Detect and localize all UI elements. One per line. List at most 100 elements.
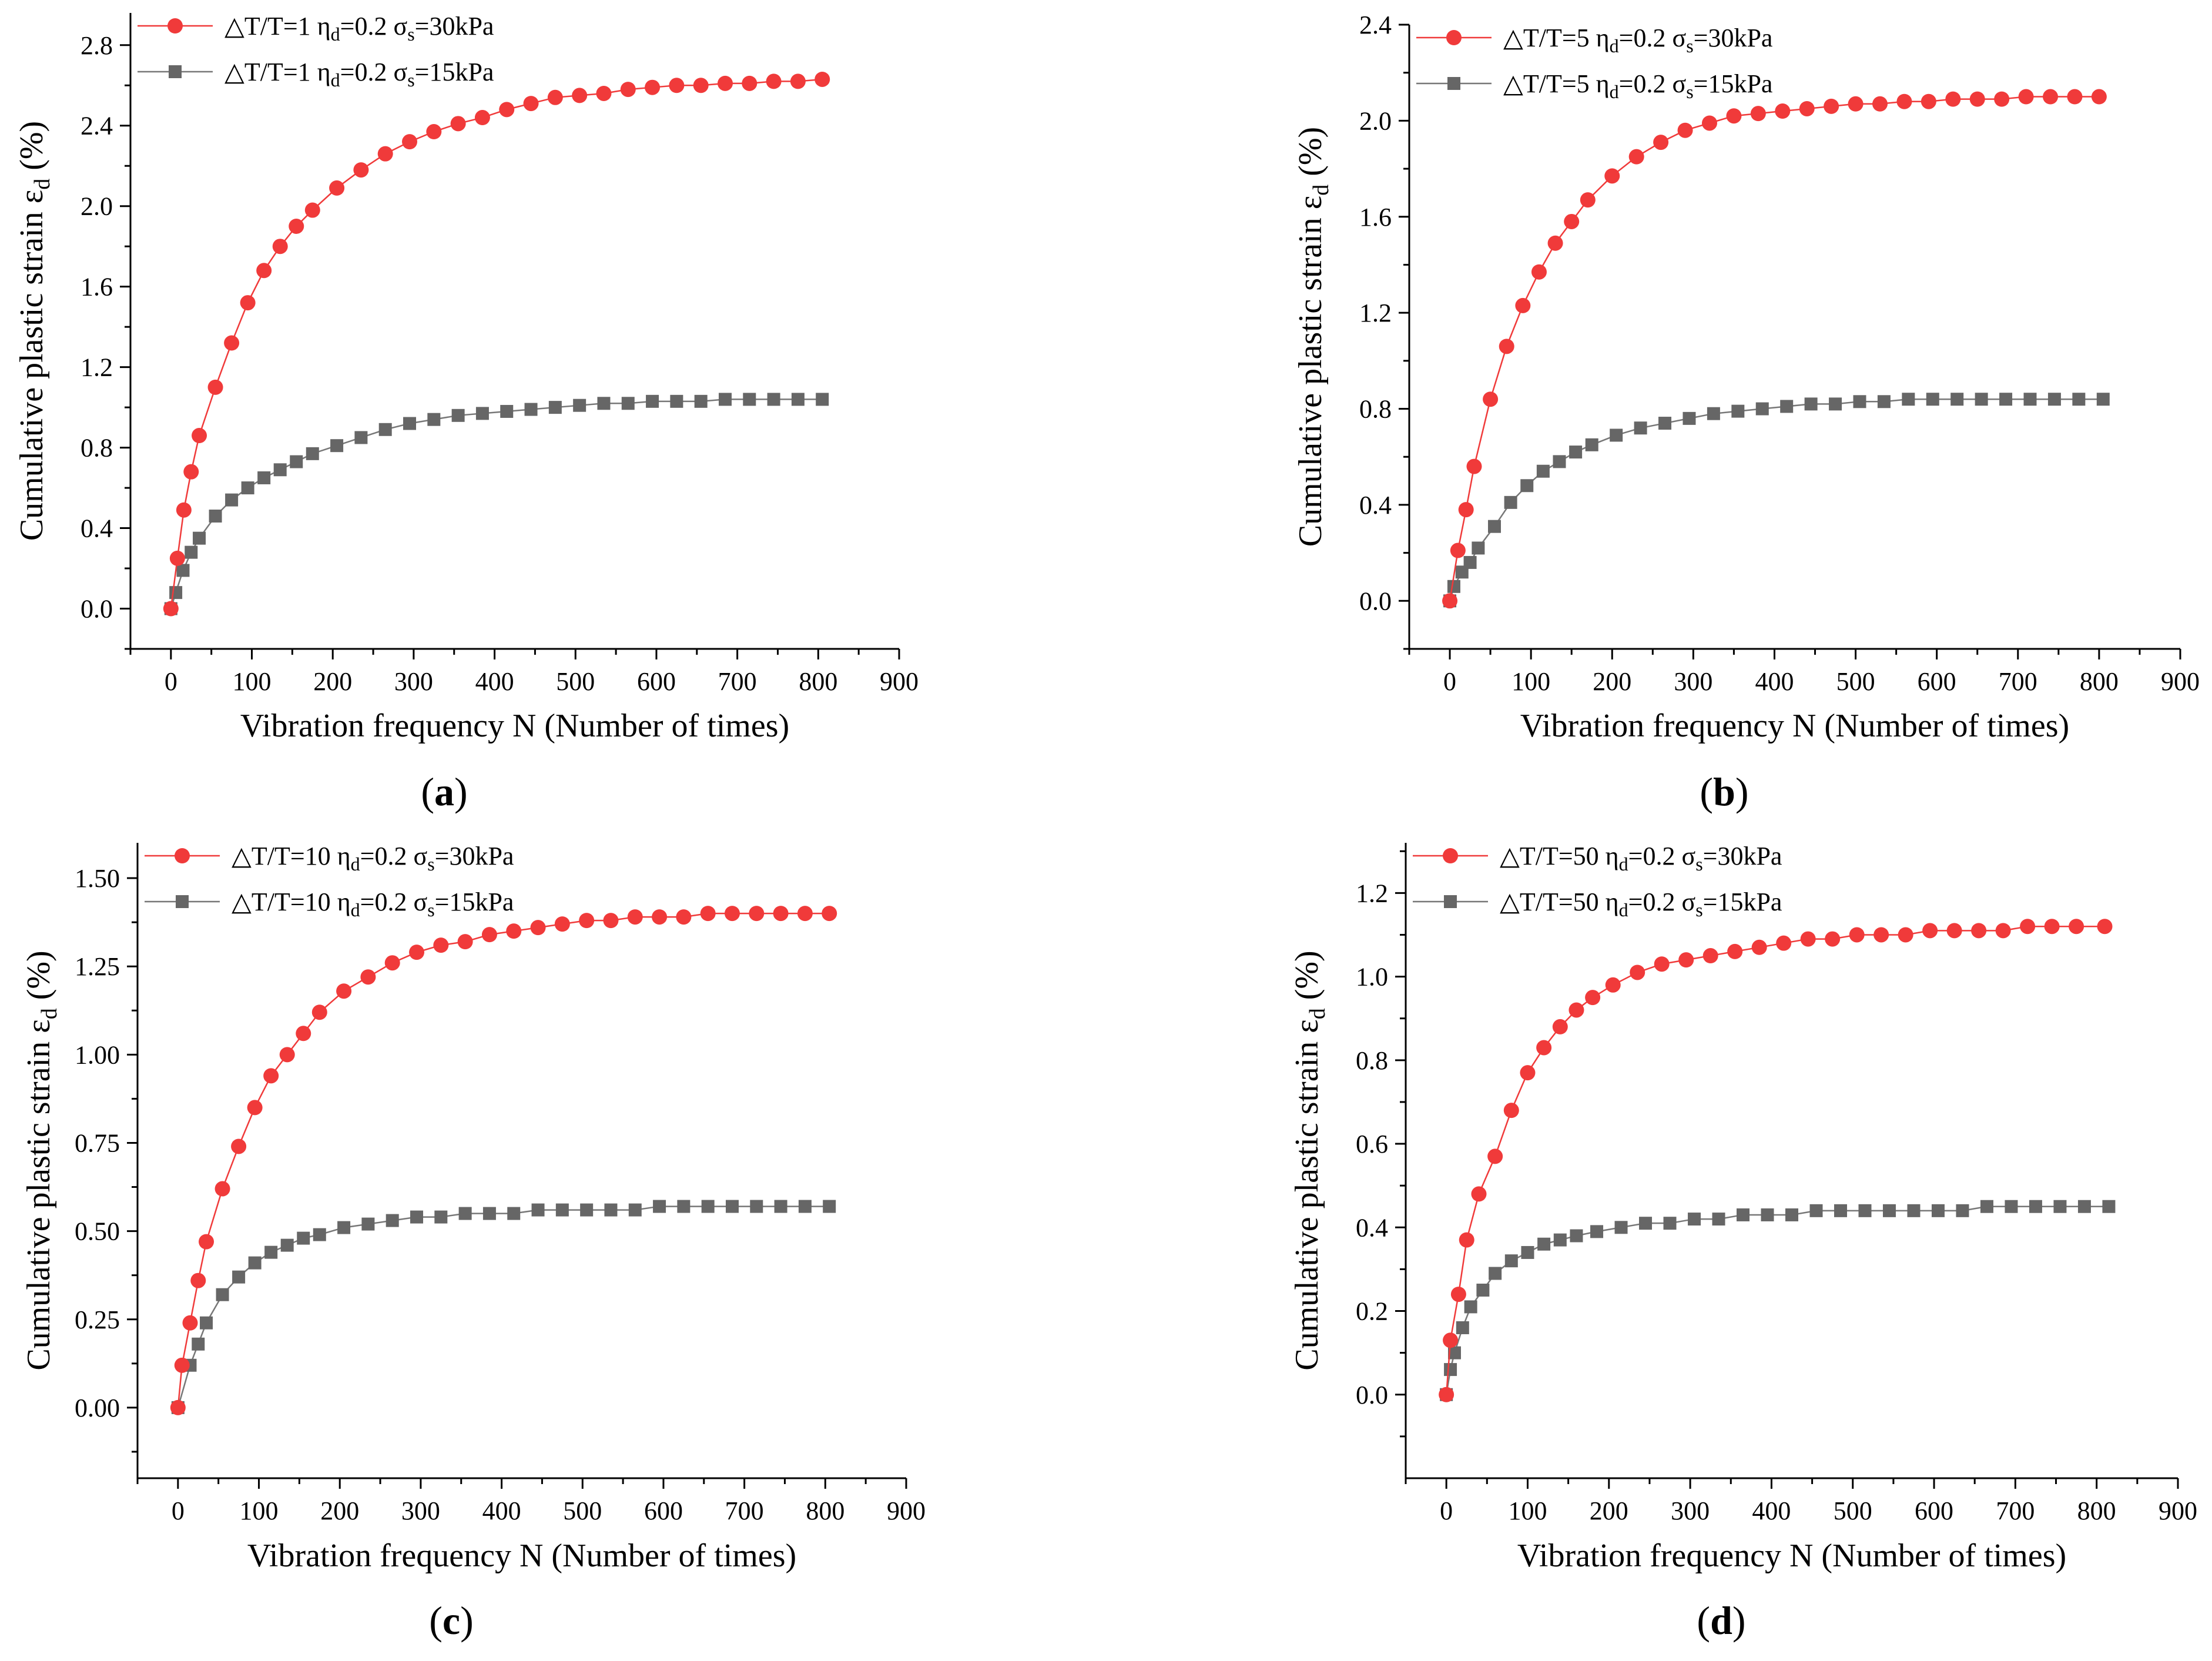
data-point-square bbox=[548, 401, 562, 414]
data-point-square bbox=[524, 403, 538, 416]
legend-marker-square bbox=[176, 895, 189, 908]
text-span: d bbox=[1309, 185, 1333, 196]
data-point-square bbox=[280, 1238, 294, 1252]
panel-label: (a) bbox=[421, 769, 467, 814]
data-point-square bbox=[604, 1203, 618, 1217]
data-point-square bbox=[1688, 1213, 1701, 1226]
data-point-circle bbox=[652, 909, 668, 925]
data-point-circle bbox=[1945, 91, 1961, 107]
data-point-square bbox=[1634, 421, 1647, 435]
data-point-circle bbox=[506, 923, 522, 939]
data-point-square bbox=[1950, 393, 1964, 406]
data-point-square bbox=[1707, 407, 1720, 420]
data-point-circle bbox=[426, 124, 442, 140]
data-point-circle bbox=[1971, 923, 1987, 939]
data-point-square bbox=[1853, 395, 1866, 408]
x-tick-label: 0 bbox=[165, 667, 177, 696]
series-line-gray bbox=[170, 398, 823, 609]
panel-letter: d bbox=[1710, 1598, 1732, 1643]
data-point-circle bbox=[2067, 89, 2083, 105]
data-point-circle bbox=[1568, 1002, 1584, 1018]
x-tick-label: 300 bbox=[1671, 1496, 1710, 1525]
y-tick-label: 0.00 bbox=[75, 1394, 120, 1422]
text-span: (%) bbox=[1292, 127, 1329, 185]
data-point-circle bbox=[1536, 1040, 1552, 1056]
paren: ( bbox=[1697, 1598, 1710, 1643]
x-tick-label: 500 bbox=[563, 1496, 602, 1525]
data-point-square bbox=[1737, 1208, 1750, 1221]
data-point-square bbox=[621, 397, 635, 410]
data-point-square bbox=[273, 463, 287, 477]
data-point-square bbox=[1999, 393, 2013, 406]
data-point-circle bbox=[554, 916, 570, 932]
data-point-square bbox=[1975, 393, 1988, 406]
data-point-circle bbox=[1727, 943, 1743, 959]
text-span: d bbox=[331, 69, 340, 91]
data-point-square bbox=[1521, 1245, 1534, 1259]
y-tick-label: 1.6 bbox=[81, 273, 113, 302]
text-span: s bbox=[407, 24, 414, 45]
data-point-circle bbox=[742, 75, 758, 91]
data-point-circle bbox=[1750, 106, 1766, 122]
y-tick-label: 1.2 bbox=[1359, 299, 1392, 327]
data-point-square bbox=[225, 493, 239, 507]
data-point-circle bbox=[766, 73, 782, 89]
chart-panel-b: 0 100 200 300 400 500 600 700 800 900 0.0 0.4 0.8 1.2… bbox=[1292, 11, 2200, 814]
data-point-square bbox=[1907, 1204, 1921, 1217]
text-span: △T/T=50 η bbox=[1500, 842, 1619, 870]
text-span: d bbox=[37, 1008, 62, 1019]
data-point-circle bbox=[1552, 1019, 1568, 1034]
series-line-gray bbox=[177, 1205, 830, 1408]
data-point-square bbox=[670, 394, 683, 408]
y-tick-label: 1.0 bbox=[1356, 963, 1388, 992]
data-point-square bbox=[725, 1200, 739, 1213]
data-point-square bbox=[185, 545, 198, 559]
text-span: s bbox=[1686, 81, 1693, 102]
data-point-circle bbox=[1605, 977, 1621, 993]
data-point-circle bbox=[499, 102, 515, 118]
data-point-circle bbox=[279, 1047, 295, 1063]
data-point-circle bbox=[1515, 297, 1531, 313]
data-point-circle bbox=[240, 295, 256, 311]
data-point-square bbox=[1553, 1233, 1567, 1247]
y-tick-label: 0.4 bbox=[81, 514, 113, 543]
y-axis-label: Cumulative plastic strain εd (%) bbox=[14, 121, 55, 541]
series-line-red bbox=[177, 912, 830, 1408]
data-point-square bbox=[337, 1221, 351, 1234]
data-point-square bbox=[427, 413, 441, 426]
data-point-circle bbox=[1628, 149, 1644, 165]
y-axis-label: Cumulative plastic strain εd (%) bbox=[1292, 127, 1333, 547]
text-span: d bbox=[331, 24, 340, 45]
data-point-circle bbox=[182, 1315, 198, 1331]
y-tick-label: 0.8 bbox=[1356, 1046, 1388, 1075]
data-point-square bbox=[750, 1200, 763, 1213]
data-point-square bbox=[555, 1203, 569, 1217]
x-tick-label: 200 bbox=[1590, 1496, 1628, 1525]
data-point-square bbox=[2023, 393, 2037, 406]
data-point-square bbox=[1569, 446, 1583, 459]
data-point-circle bbox=[1849, 927, 1865, 943]
paren: ) bbox=[454, 769, 468, 814]
legend-entry: △T/T=5 ηd=0.2 σs=30kPa bbox=[1503, 24, 1772, 56]
y-tick-label: 1.6 bbox=[1359, 203, 1392, 232]
data-point-circle bbox=[676, 909, 692, 925]
data-point-square bbox=[1834, 1204, 1847, 1217]
y-tick-label: 0.4 bbox=[1359, 491, 1392, 520]
data-point-circle bbox=[163, 601, 179, 617]
data-point-circle bbox=[1848, 96, 1864, 112]
y-tick-label: 2.4 bbox=[1359, 11, 1392, 39]
x-tick-label: 100 bbox=[233, 667, 272, 696]
data-point-circle bbox=[1450, 542, 1466, 558]
data-point-square bbox=[1590, 1225, 1604, 1238]
text-span: =0.2 σ bbox=[360, 842, 428, 870]
panel-label: (b) bbox=[1700, 769, 1748, 814]
x-tick-label: 400 bbox=[1755, 667, 1794, 696]
data-point-circle bbox=[1547, 235, 1563, 251]
data-point-circle bbox=[1604, 168, 1620, 184]
x-axis-label: Vibration frequency N (Number of times) bbox=[1517, 1538, 2066, 1574]
data-point-circle bbox=[215, 1181, 230, 1197]
data-point-square bbox=[1504, 1254, 1518, 1268]
data-point-circle bbox=[2020, 919, 2036, 935]
x-tick-label: 0 bbox=[1443, 667, 1456, 696]
data-point-circle bbox=[1896, 93, 1912, 109]
